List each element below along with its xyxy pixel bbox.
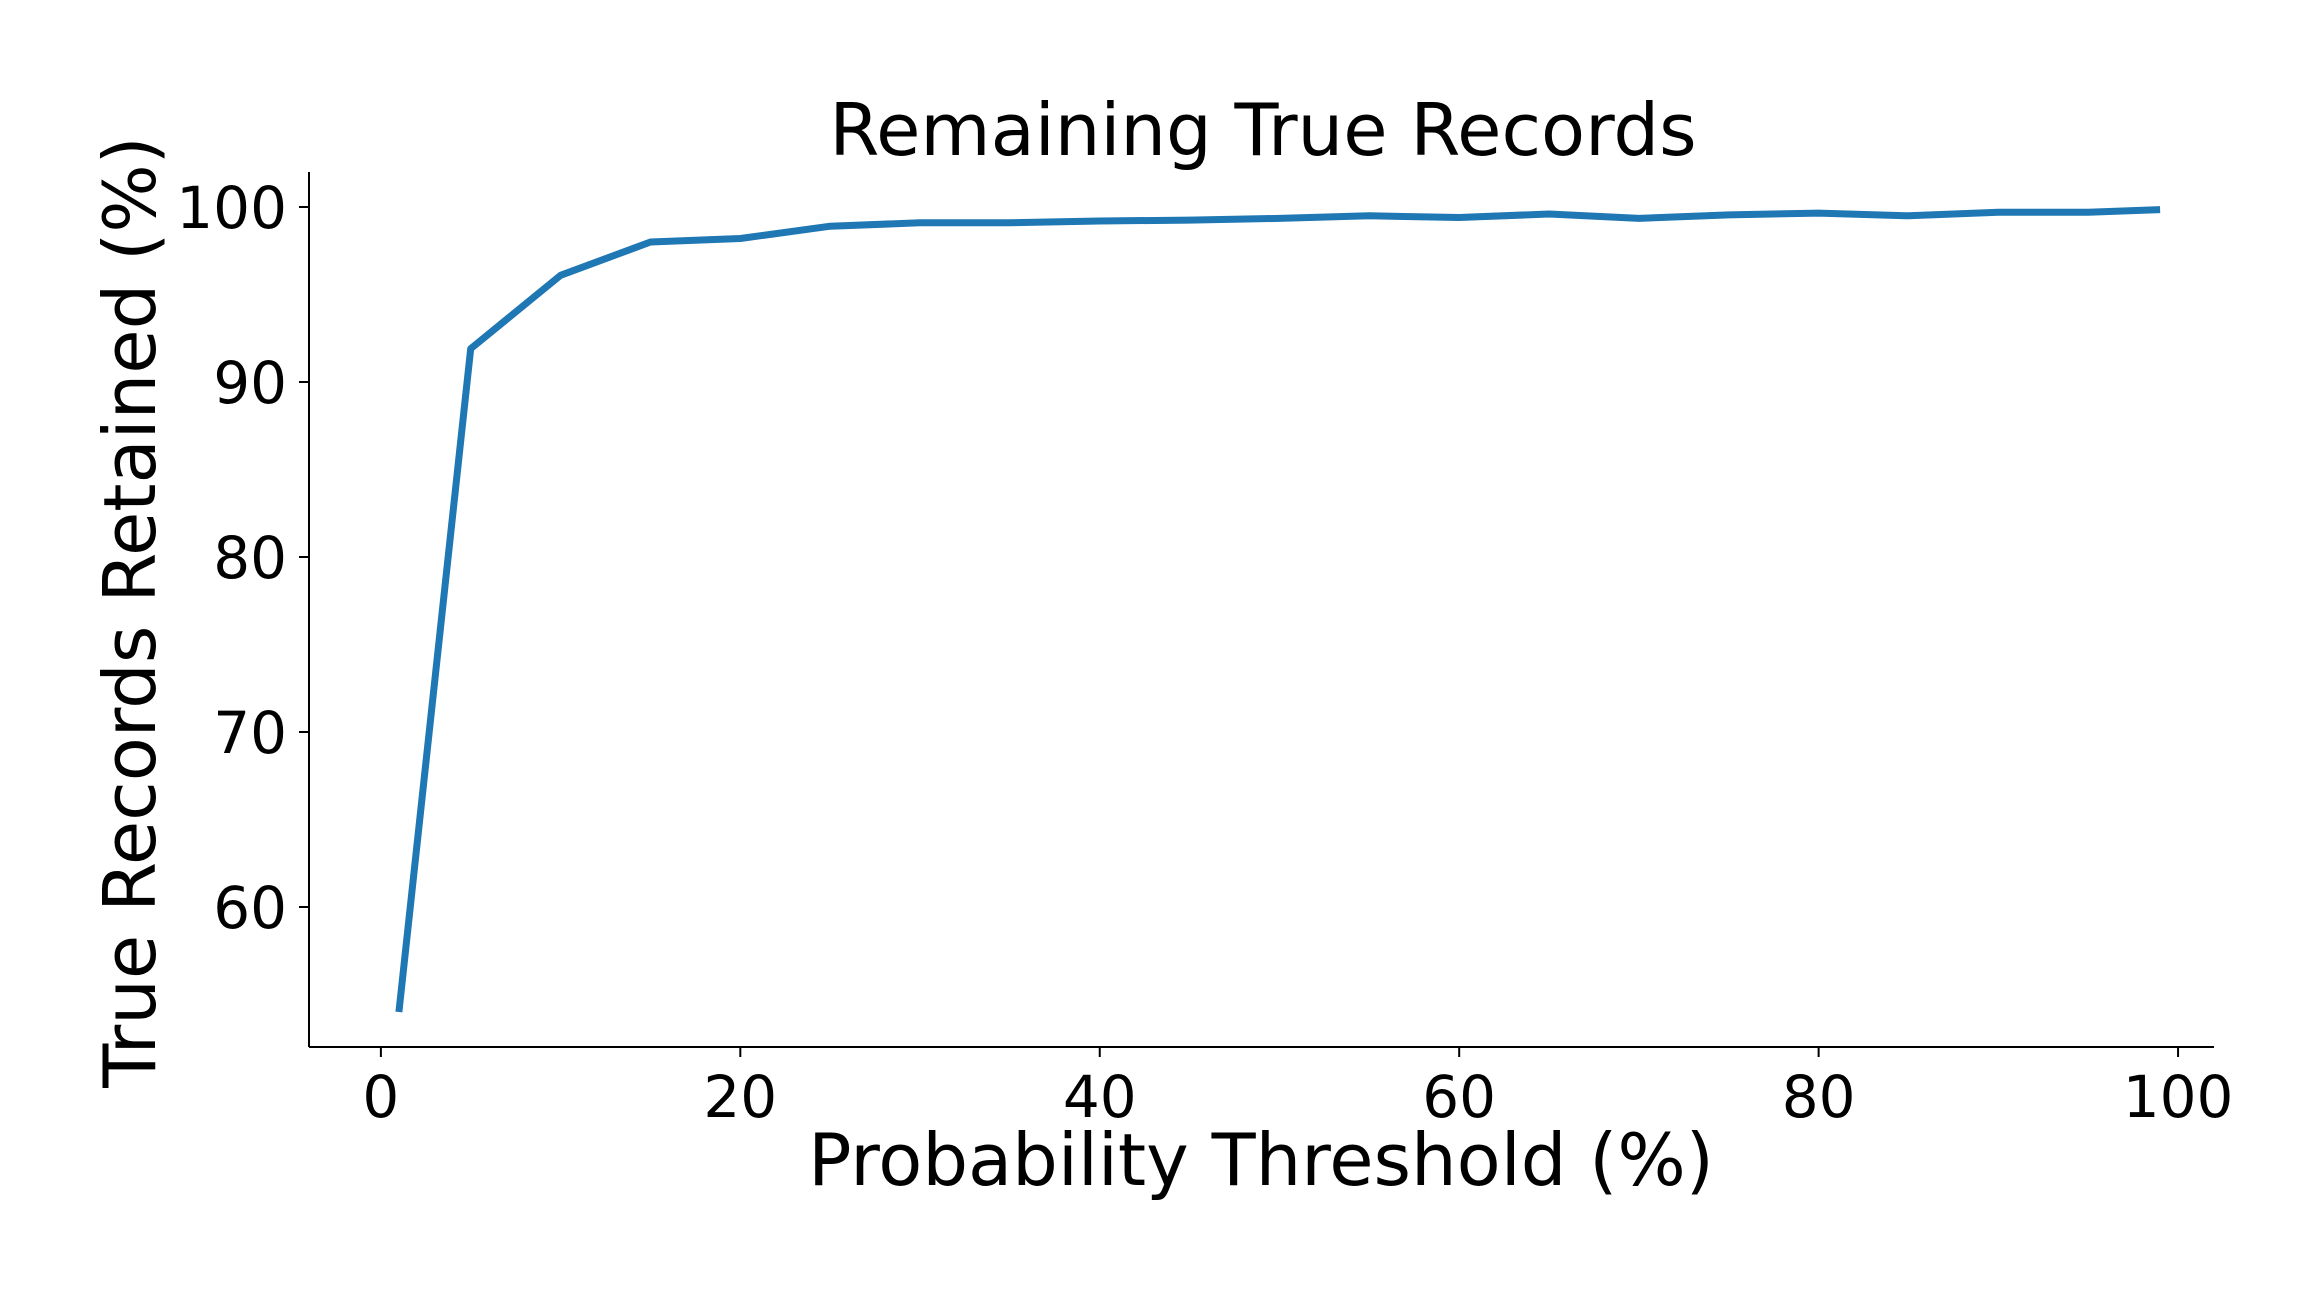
chart-title: Remaining True Records [829,88,1696,172]
x-tick-label: 80 [1782,1063,1856,1131]
y-tick-label: 70 [213,699,287,767]
y-tick-label: 90 [213,349,287,417]
y-tick-label: 100 [176,174,287,242]
x-tick-label: 20 [703,1063,777,1131]
x-tick-label: 40 [1063,1063,1137,1131]
series-layer [395,206,2161,1013]
y-axis-ticks: 60 70 80 90 100 [176,174,309,942]
y-tick-label: 80 [213,524,287,592]
y-tick-label: 60 [213,874,287,942]
x-tick-label: 100 [2123,1063,2234,1131]
series-line [395,206,2161,1013]
x-tick-label: 60 [1422,1063,1496,1131]
x-axis-label: Probability Threshold (%) [808,1118,1714,1202]
x-axis-ticks: 0 20 40 60 80 100 [362,1047,2233,1131]
x-tick-label: 0 [362,1063,399,1131]
y-axis-label: True Records Retained (%) [88,136,172,1089]
